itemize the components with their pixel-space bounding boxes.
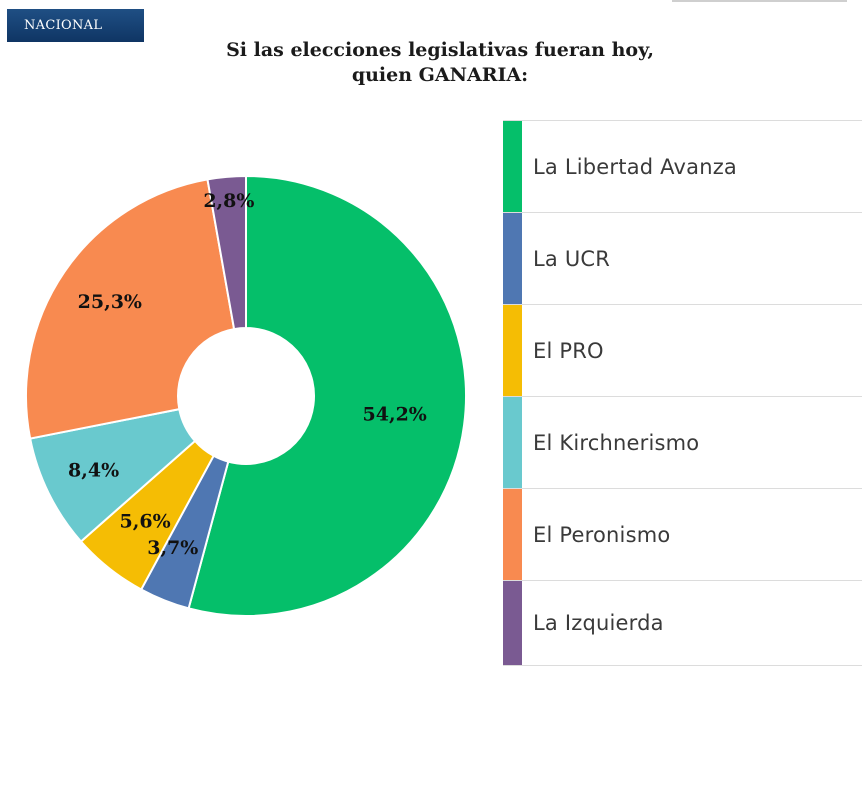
legend-label: El Kirchnerismo: [533, 430, 700, 455]
donut-slice-el-peronismo: [25, 178, 236, 440]
chart-title-line-2: quien GANARIA:: [351, 64, 529, 86]
legend-label: La Libertad Avanza: [533, 154, 738, 179]
legend-item-el-kirchnerismo: El Kirchnerismo: [503, 396, 862, 488]
legend-label: El PRO: [533, 338, 604, 363]
slice-label-la-libertad-avanza: 54,2%: [363, 404, 427, 426]
legend-label: La UCR: [533, 246, 611, 271]
legend-swatch: [503, 397, 522, 488]
slice-label-la-izquierda: 2,8%: [203, 190, 254, 212]
legend-item-la-izquierda: La Izquierda: [503, 580, 862, 666]
legend-label: El Peronismo: [533, 522, 671, 547]
slice-label-el-peronismo: 25,3%: [78, 291, 142, 313]
slice-label-el-pro: 5,6%: [120, 511, 171, 533]
legend-swatch: [503, 581, 522, 665]
chart-title: Si las elecciones legislativas fueran ho…: [150, 38, 730, 88]
donut-slice-la-libertad-avanza: [187, 174, 467, 617]
legend-swatch: [503, 489, 522, 580]
slice-label-la-ucr: 3,7%: [147, 537, 198, 559]
legend-item-el-peronismo: El Peronismo: [503, 488, 862, 580]
donut-slice-la-izquierda: [206, 174, 247, 331]
legend-swatch: [503, 213, 522, 304]
legend-swatch: [503, 121, 522, 212]
legend-item-el-pro: El PRO: [503, 304, 862, 396]
section-badge: NACIONAL: [7, 9, 144, 42]
legend-label: La Izquierda: [533, 611, 664, 635]
top-divider: [672, 0, 847, 2]
legend-item-la-libertad-avanza: La Libertad Avanza: [503, 120, 862, 212]
chart-legend: La Libertad Avanza La UCR El PRO El Kirchne…: [503, 120, 862, 666]
chart-title-line-1: Si las elecciones legislativas fueran ho…: [226, 39, 654, 61]
slice-label-el-kirchnerismo: 8,4%: [68, 459, 119, 481]
donut-chart: 54,2% 3,7% 5,6% 8,4% 25,3% 2,8%: [25, 174, 467, 617]
legend-swatch: [503, 305, 522, 396]
legend-item-la-ucr: La UCR: [503, 212, 862, 304]
